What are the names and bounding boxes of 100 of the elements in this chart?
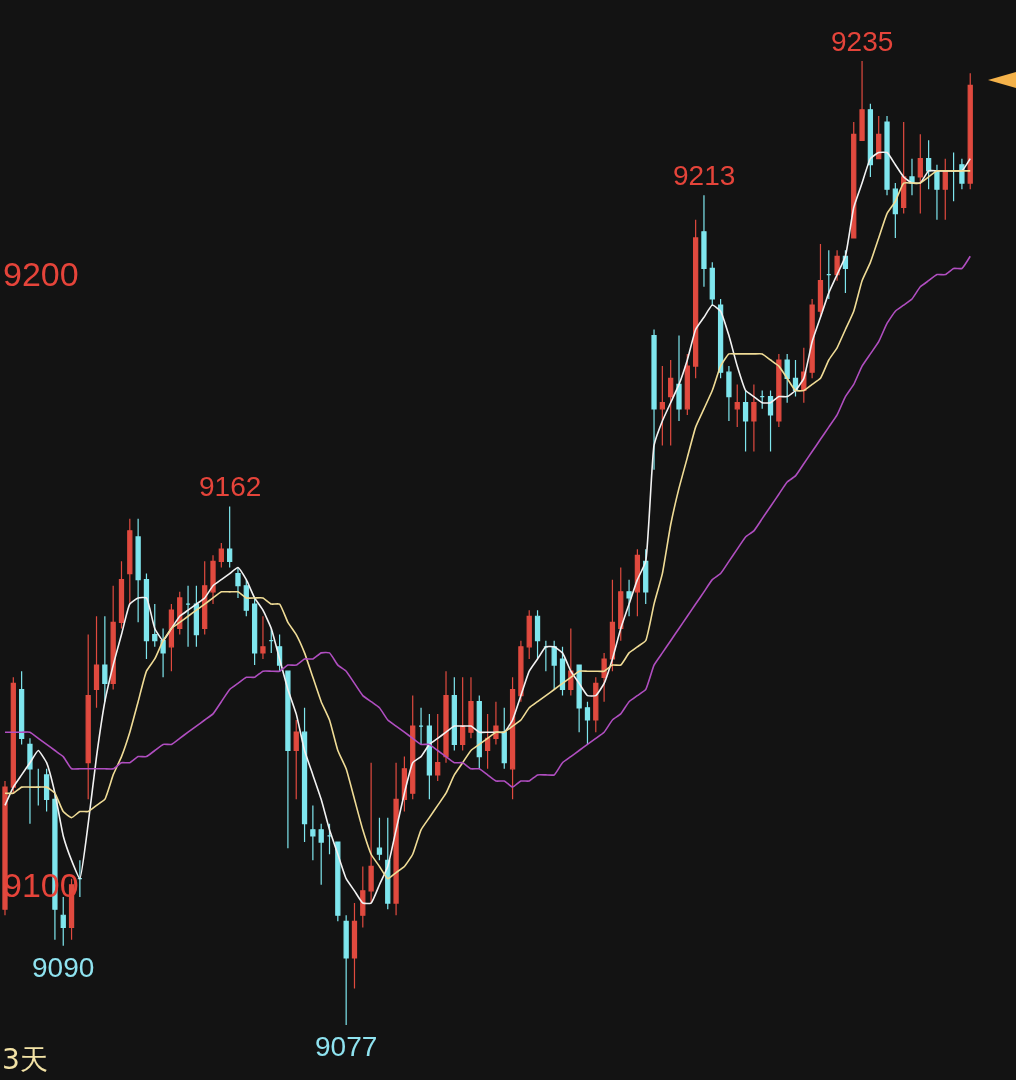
candlestick — [734, 383, 740, 428]
candlestick — [684, 353, 690, 416]
candlestick — [235, 566, 241, 599]
candlestick — [426, 713, 432, 800]
candlestick — [942, 158, 948, 221]
candlestick — [934, 164, 940, 221]
candlestick — [35, 768, 41, 807]
candlestick — [859, 60, 865, 141]
candlestick — [168, 603, 175, 672]
candlestick — [909, 158, 915, 196]
candlestick — [351, 902, 358, 990]
annotation: 9090 — [32, 952, 95, 983]
candlestick — [127, 518, 133, 605]
candlestick — [576, 664, 582, 733]
candlestick — [484, 713, 491, 770]
candlestick — [335, 841, 341, 922]
candlestick — [709, 261, 715, 306]
candlestick — [501, 707, 507, 770]
candlestick — [534, 609, 541, 660]
candlestick — [543, 640, 549, 672]
candlestick — [451, 676, 457, 752]
candlestick — [285, 670, 291, 849]
candlestick — [293, 719, 299, 800]
candlestick — [609, 579, 616, 672]
candlestick — [643, 548, 649, 605]
candlestick — [626, 579, 632, 617]
candlestick — [210, 554, 216, 605]
candlestick — [651, 328, 657, 471]
y-tick-label: 9200 — [3, 255, 79, 294]
candlestick — [759, 389, 765, 410]
candlestick — [443, 670, 449, 764]
candlestick — [967, 72, 973, 190]
candlestick — [568, 627, 574, 697]
candlestick — [143, 572, 150, 660]
candlestick — [410, 694, 416, 800]
candlestick — [693, 219, 699, 379]
candlestick — [110, 585, 116, 691]
line-series — [4, 255, 972, 788]
candlestick — [310, 804, 316, 861]
annotation: 9213 — [673, 160, 736, 191]
candlestick — [343, 914, 349, 1026]
candlestick — [19, 670, 25, 746]
candlestick — [950, 151, 957, 202]
candlestick — [884, 115, 890, 196]
candlestick — [160, 627, 166, 678]
candlestick — [376, 817, 383, 861]
candlestick — [601, 652, 607, 703]
candlestick — [118, 560, 125, 630]
candlestick — [27, 737, 33, 825]
candlestick — [93, 615, 100, 709]
candlestick — [435, 713, 441, 782]
candlestick — [634, 548, 641, 617]
candlestick — [251, 597, 258, 666]
candlestick — [509, 676, 516, 800]
candlestick — [60, 896, 66, 947]
candlestick — [559, 646, 566, 697]
candlestick — [892, 182, 898, 239]
candlestick — [668, 359, 674, 447]
candlestick — [676, 334, 682, 422]
candlestick — [742, 389, 749, 453]
candlestick — [767, 389, 774, 453]
annotation: 9162 — [199, 471, 262, 502]
candlestick — [751, 383, 757, 453]
candlestick — [326, 823, 333, 855]
candlestick — [77, 859, 83, 898]
candlestick — [468, 676, 474, 739]
candlestick — [418, 707, 424, 746]
candlestick — [776, 353, 782, 428]
candlestick — [193, 585, 200, 648]
candlestick — [917, 133, 923, 215]
candlestick — [460, 676, 466, 752]
candlestick — [493, 701, 499, 746]
candlestick — [152, 603, 158, 648]
annotation: 9077 — [315, 1031, 378, 1062]
candlestick — [593, 676, 599, 733]
candlestick — [218, 542, 224, 569]
candlestick — [393, 762, 399, 916]
candlestick — [618, 566, 624, 642]
candlestick — [867, 103, 874, 178]
candlestick — [826, 249, 832, 300]
candlestick — [584, 701, 591, 746]
candlestick — [817, 243, 824, 318]
candlestick — [360, 865, 366, 929]
candlestick — [85, 633, 91, 800]
candlestick — [301, 707, 308, 843]
candlestick — [518, 640, 524, 703]
candlestick — [10, 676, 16, 794]
candlestick — [260, 615, 266, 660]
candlestick — [368, 762, 374, 904]
candlestick — [551, 640, 557, 691]
candlestick — [701, 194, 707, 288]
candlestick — [925, 139, 932, 190]
candlestick — [318, 823, 324, 886]
candlestick — [659, 365, 665, 447]
candlestick — [227, 505, 233, 569]
candlestick — [43, 768, 50, 813]
candlestick — [526, 609, 532, 660]
annotation: 9235 — [831, 26, 894, 57]
candlestick — [834, 249, 840, 282]
candlestick — [476, 694, 482, 770]
